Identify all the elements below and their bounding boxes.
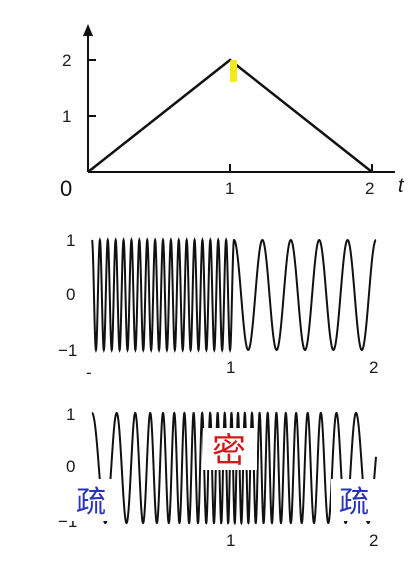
sparse-left-label: 疏 <box>76 485 106 520</box>
middle-wave <box>91 237 377 353</box>
sparse-right-label: 疏 <box>339 485 369 520</box>
middle-x-start-mark: - <box>86 363 92 382</box>
top-y-axis-arrow <box>83 24 93 36</box>
peak-marker <box>230 60 237 82</box>
bottom-wave <box>91 410 377 526</box>
dense-label-box <box>203 428 257 470</box>
bottom-x-tick-label-2: 2 <box>369 531 378 550</box>
sparse-right-label-box <box>331 479 383 521</box>
top-y-tick-label-2: 2 <box>62 51 71 70</box>
top-x-tick-label-2: 2 <box>365 179 374 198</box>
dense-label: 密 <box>212 431 246 471</box>
top-x-axis-letter: t <box>398 175 405 197</box>
middle-x-tick-label-1: 1 <box>226 358 235 377</box>
top-x-tick-label-1: 1 <box>225 179 234 198</box>
middle-plot: 1 0 −1 - 1 2 <box>58 231 378 382</box>
middle-y-tick-label-neg1: −1 <box>58 341 77 360</box>
sparse-left-label-box <box>68 479 120 521</box>
bottom-x-tick-label-1: 1 <box>226 531 235 550</box>
top-origin-label: 0 <box>60 176 72 201</box>
bottom-plot: 1 0 −1 1 2 密 疏 疏 <box>58 405 383 550</box>
bottom-y-tick-label-0: 0 <box>66 457 75 476</box>
top-plot: 2 1 0 1 2 t <box>60 24 405 201</box>
top-y-tick-label-1: 1 <box>62 107 71 126</box>
middle-y-tick-label-0: 0 <box>66 285 75 304</box>
top-triangle-line <box>87 58 373 173</box>
middle-x-tick-label-2: 2 <box>369 358 378 377</box>
middle-y-tick-label-1: 1 <box>66 231 75 250</box>
bottom-y-tick-label-1: 1 <box>66 405 75 424</box>
